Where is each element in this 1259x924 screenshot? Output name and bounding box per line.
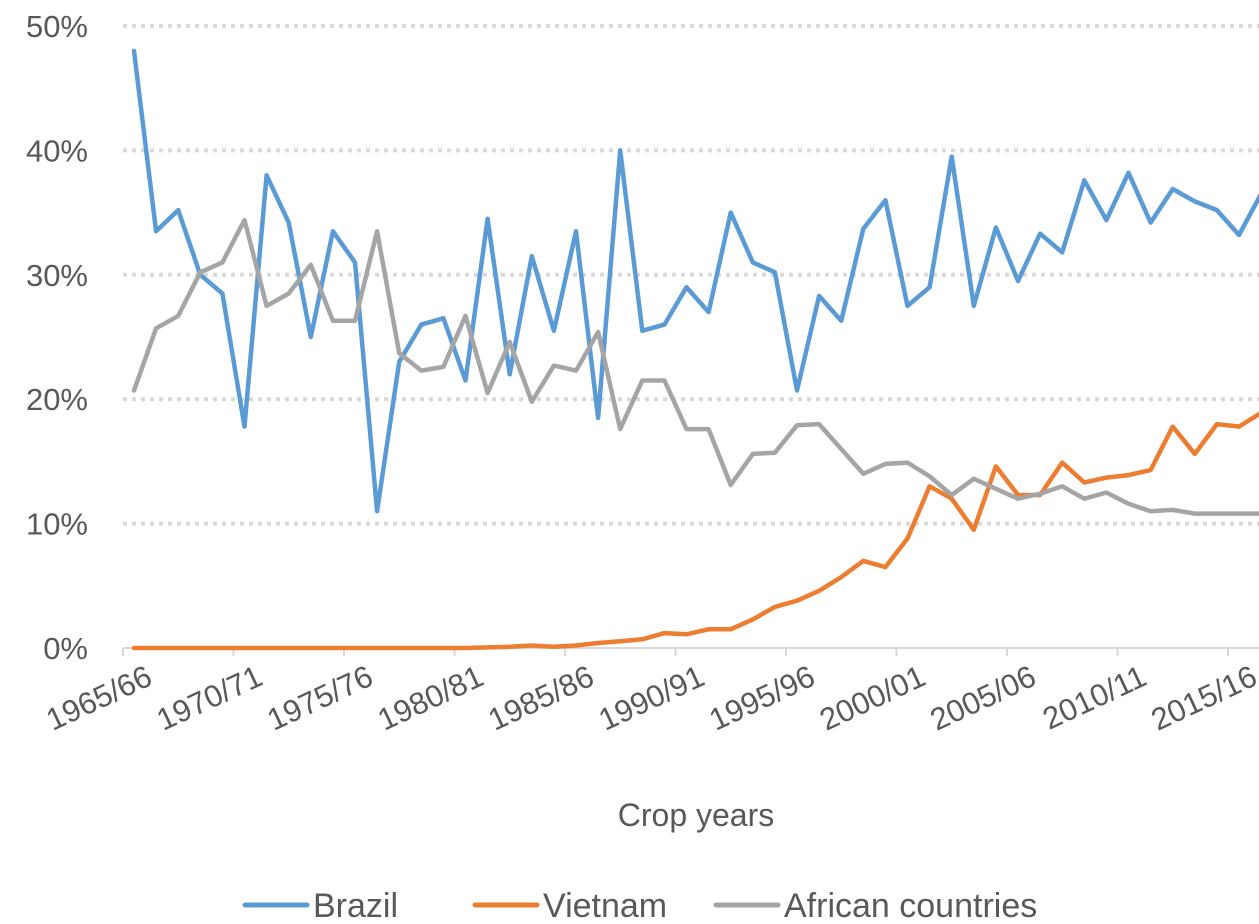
x-tick-label: 2005/06 xyxy=(925,658,1041,737)
series-lines xyxy=(131,48,1259,651)
x-tick-label: 2015/16 xyxy=(1146,658,1259,737)
x-tick-label: 2010/11 xyxy=(1037,658,1151,736)
gridlines xyxy=(123,24,1259,526)
series-line-brazil xyxy=(131,48,1259,514)
y-axis-tick-labels: 0% 10% 20% 30% 40% 50% xyxy=(26,9,88,666)
y-tick-label: 20% xyxy=(26,382,88,417)
y-tick-label: 40% xyxy=(26,133,88,168)
x-tick-label: 1975/76 xyxy=(262,658,378,737)
x-tick-label: 1970/71 xyxy=(151,658,267,737)
x-tick-label: 1980/81 xyxy=(372,658,488,737)
x-tick-label: 1990/91 xyxy=(593,658,709,737)
x-axis-tick-labels: 1965/661970/711975/761980/811985/861990/… xyxy=(41,648,1259,737)
legend-label-vietnam: Vietnam xyxy=(543,887,667,924)
y-tick-label: 0% xyxy=(43,631,88,666)
x-tick-label: 1965/66 xyxy=(41,658,157,737)
legend-label-african-countries: African countries xyxy=(784,887,1037,924)
series-line-african-countries xyxy=(131,217,1259,516)
y-tick-label: 30% xyxy=(26,258,88,293)
x-axis-title: Crop years xyxy=(618,797,775,833)
y-tick-label: 50% xyxy=(26,9,88,44)
x-tick-label: 2000/01 xyxy=(814,658,930,737)
y-tick-label: 10% xyxy=(26,507,88,542)
series-line-vietnam xyxy=(131,411,1259,651)
legend: Brazil Vietnam African countries xyxy=(242,887,1037,924)
legend-label-brazil: Brazil xyxy=(313,887,398,924)
x-tick-label: 1995/96 xyxy=(704,658,820,737)
x-tick-label: 1985/86 xyxy=(483,658,599,737)
